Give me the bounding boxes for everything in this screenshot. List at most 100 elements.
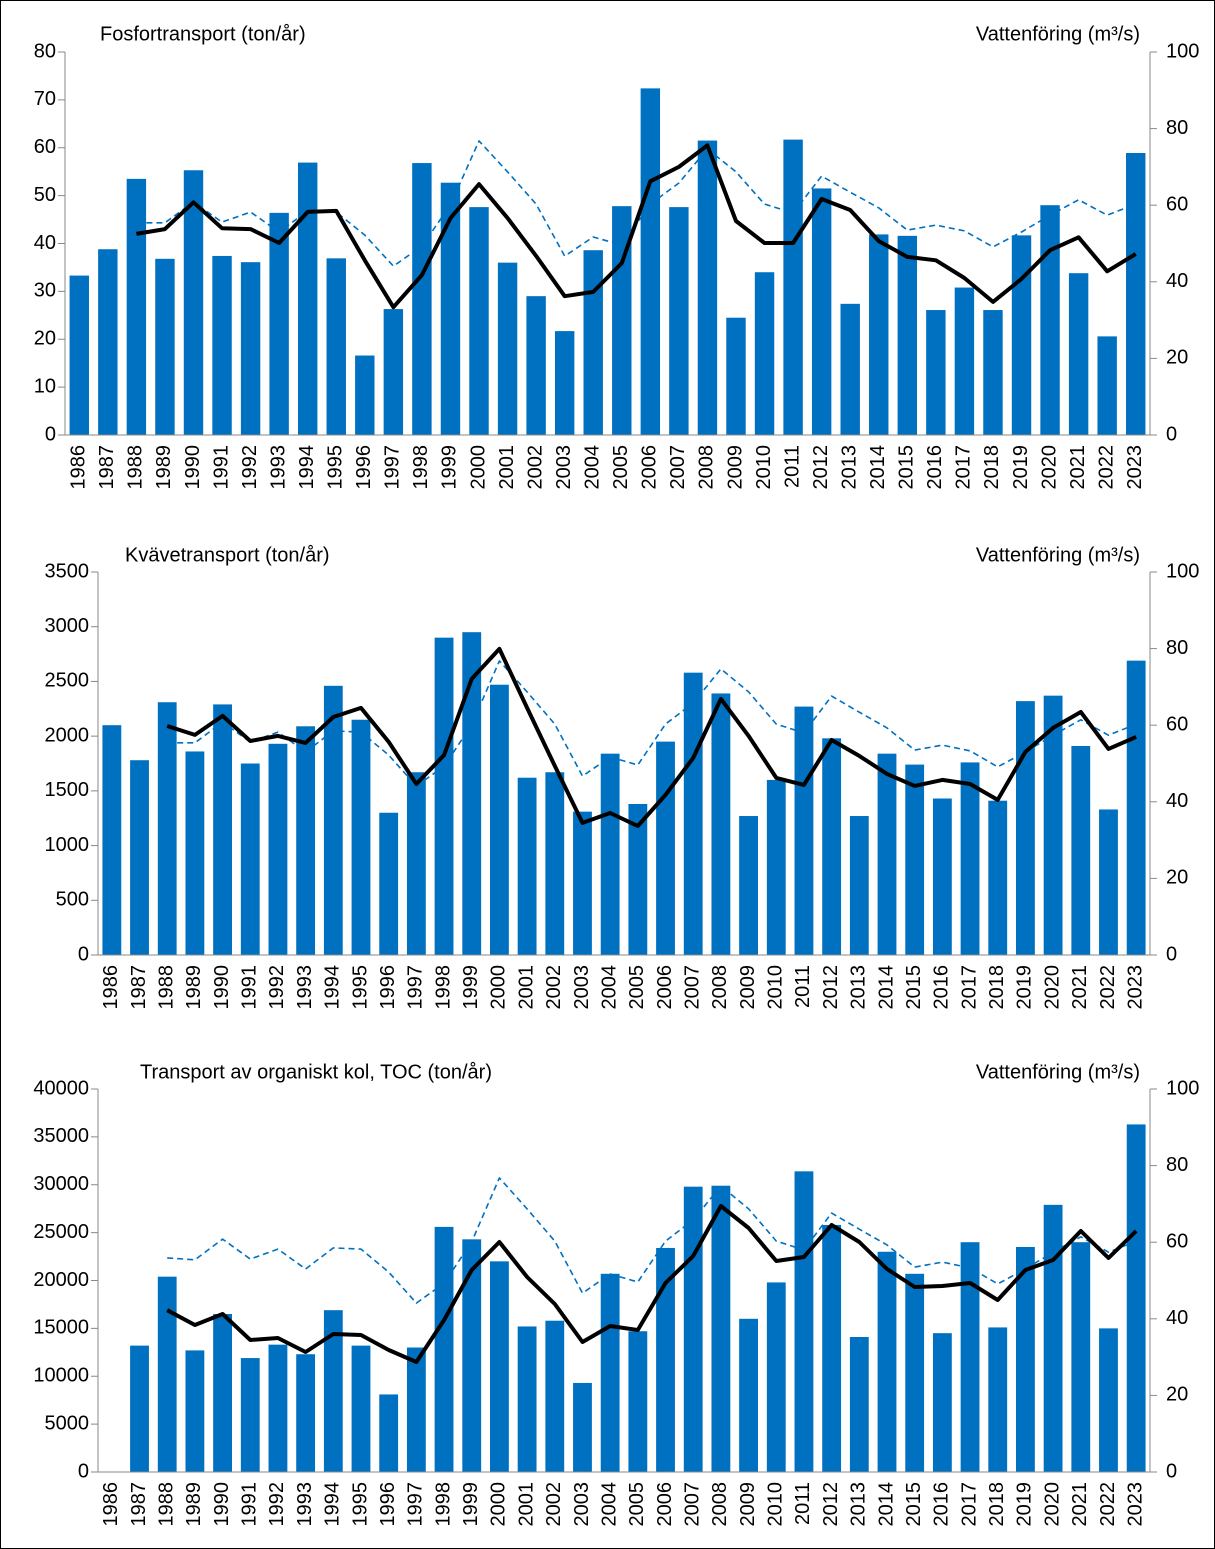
x-tick-label: 2023	[1124, 1482, 1146, 1527]
x-tick-label: 2003	[553, 445, 575, 490]
bar	[840, 303, 860, 435]
x-tick-label: 1991	[210, 445, 232, 490]
x-tick-label: 2008	[696, 445, 718, 490]
x-tick-label: 2013	[848, 965, 870, 1010]
x-tick-label: 2015	[896, 445, 918, 490]
bar	[240, 763, 260, 955]
x-tick-label: 2008	[709, 1482, 731, 1527]
x-tick-label: 2022	[1097, 965, 1119, 1010]
chart-title: Transport av organiskt kol, TOC (ton/år)	[140, 1061, 492, 1083]
x-tick-label: 1997	[382, 445, 404, 490]
x-tick-label: 1999	[460, 1482, 482, 1527]
bar	[406, 772, 426, 955]
bar	[323, 1310, 343, 1472]
bar	[545, 772, 565, 955]
x-tick-label: 2005	[626, 1482, 648, 1527]
x-tick-label: 2014	[875, 1482, 897, 1527]
bar	[554, 331, 575, 435]
bar	[683, 1186, 703, 1472]
bar	[1126, 153, 1146, 436]
bar	[656, 741, 675, 955]
bar	[711, 693, 731, 955]
x-tick-label: 1987	[128, 965, 150, 1010]
y2-tick-label: 100	[1166, 40, 1199, 62]
x-tick-label: 2001	[496, 445, 518, 490]
bar	[130, 760, 149, 955]
bar	[954, 287, 975, 435]
bar	[517, 777, 537, 955]
x-tick-label: 2008	[709, 965, 731, 1010]
line	[136, 143, 1137, 310]
line	[166, 1204, 1138, 1364]
bar	[240, 262, 261, 435]
x-tick-label: 1993	[294, 1482, 316, 1527]
y-tick-label: 3000	[45, 615, 90, 637]
y2-tick-label: 100	[1166, 1077, 1199, 1099]
x-tick-label: 2001	[515, 965, 537, 1010]
bar	[783, 139, 803, 435]
x-tick-label: 2019	[1014, 965, 1036, 1010]
bar	[739, 1318, 758, 1472]
x-tick-label: 1994	[322, 965, 344, 1010]
bar	[296, 726, 316, 955]
y2-axis-title: Vattenföring (m³/s)	[976, 544, 1140, 566]
x-tick-label: 2011	[792, 1482, 814, 1525]
bar	[849, 816, 869, 955]
x-tick-label: 2010	[765, 965, 787, 1010]
x-tick-label: 1988	[155, 965, 177, 1010]
bar	[877, 753, 897, 955]
y-tick-label: 10000	[33, 1365, 89, 1387]
bar	[383, 309, 404, 435]
x-tick-label: 2002	[524, 445, 546, 490]
bar	[379, 1394, 399, 1472]
bar	[69, 275, 89, 435]
y2-tick-label: 40	[1166, 790, 1188, 812]
x-tick-label: 2022	[1097, 1482, 1119, 1527]
bar	[157, 1276, 177, 1472]
bar	[794, 706, 814, 955]
bar	[126, 178, 147, 435]
y-tick-label: 15000	[33, 1317, 89, 1339]
y-tick-label: 40	[34, 232, 56, 254]
bar	[157, 702, 177, 955]
bar	[462, 632, 482, 955]
y2-tick-label: 40	[1166, 1307, 1188, 1329]
bar	[297, 162, 318, 435]
bar	[185, 1350, 205, 1472]
x-tick-label: 1988	[155, 1482, 177, 1527]
bar	[932, 1333, 952, 1472]
x-tick-label: 2016	[931, 965, 953, 1010]
y2-axis-title: Vattenföring (m³/s)	[976, 1061, 1140, 1083]
bar	[612, 206, 632, 435]
bar	[1068, 273, 1089, 435]
x-tick-label: 2018	[986, 965, 1008, 1010]
x-tick-label: 1992	[266, 1482, 288, 1527]
x-tick-label: 2003	[571, 965, 593, 1010]
bar	[926, 310, 946, 435]
bar	[683, 672, 703, 955]
bar	[351, 1345, 371, 1472]
x-tick-label: 2006	[639, 445, 661, 490]
x-tick-label: 1987	[128, 1482, 150, 1527]
x-tick-label: 2010	[753, 445, 775, 490]
x-tick-label: 2021	[1069, 1482, 1091, 1527]
x-tick-label: 2020	[1038, 445, 1060, 490]
x-tick-label: 2010	[765, 1482, 787, 1527]
bar	[766, 779, 786, 955]
bar	[440, 182, 461, 435]
x-tick-label: 2011	[781, 445, 803, 488]
bar	[379, 812, 399, 955]
x-tick-label: 1997	[405, 965, 427, 1010]
x-tick-label: 1994	[322, 1482, 344, 1527]
x-tick-label: 1990	[211, 965, 233, 1010]
bar	[185, 751, 205, 955]
bar	[988, 1327, 1008, 1472]
x-tick-label: 2009	[737, 965, 759, 1010]
x-tick-label: 2018	[981, 445, 1003, 490]
x-tick-label: 2022	[1095, 445, 1117, 490]
y2-tick-label: 20	[1166, 1384, 1188, 1406]
bar	[323, 685, 343, 955]
x-tick-label: 2011	[792, 965, 814, 1008]
bar	[1099, 1328, 1118, 1472]
bar	[1016, 1246, 1035, 1472]
